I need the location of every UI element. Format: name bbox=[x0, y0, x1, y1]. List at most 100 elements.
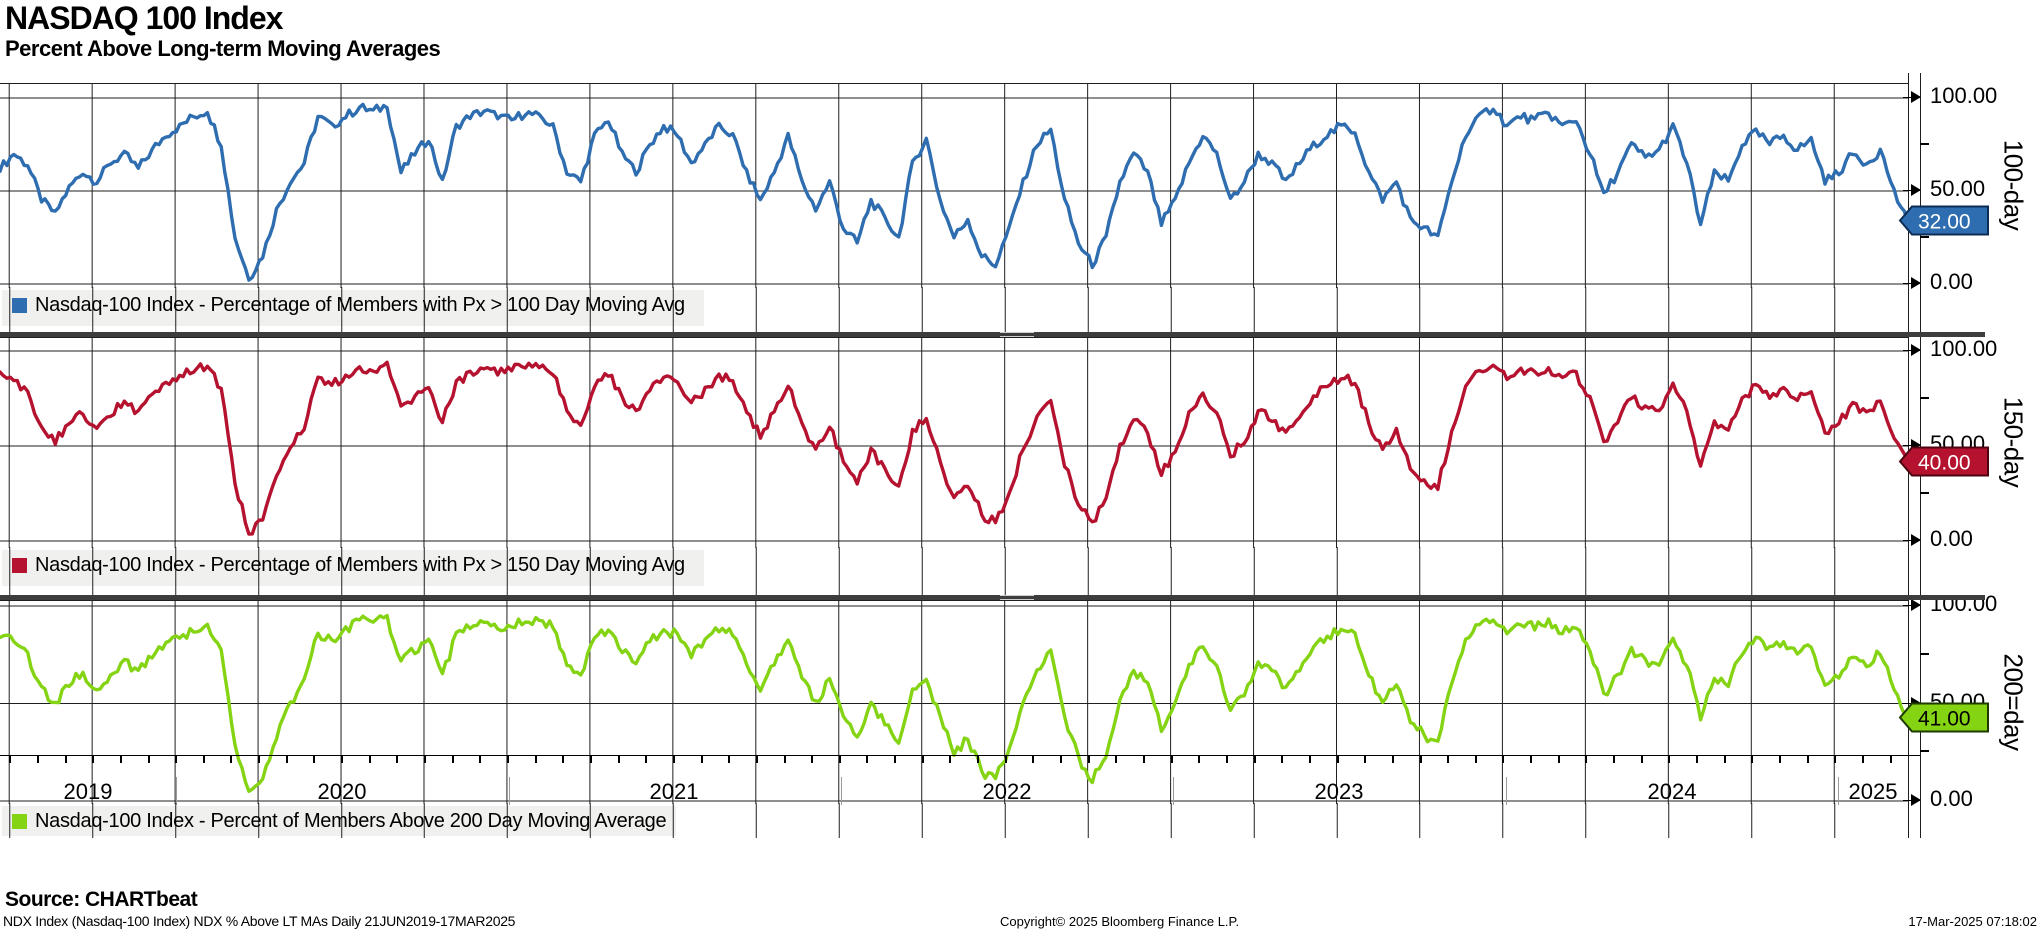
y-tick-arrow-icon bbox=[1911, 599, 1921, 611]
x-month-tick bbox=[506, 756, 509, 763]
x-month-tick bbox=[9, 756, 12, 763]
y-tick-arrow-icon bbox=[1911, 184, 1921, 196]
x-month-tick bbox=[285, 756, 288, 763]
x-month-tick bbox=[921, 756, 924, 763]
x-month-tick bbox=[1087, 756, 1090, 763]
y-minor-tick bbox=[1920, 652, 1929, 655]
x-month-tick bbox=[977, 756, 979, 763]
panel-side-label: 150-day bbox=[1998, 396, 2029, 488]
year-separator-line bbox=[841, 777, 842, 805]
x-month-tick bbox=[479, 756, 482, 763]
x-year-label: 2022 bbox=[982, 779, 1032, 804]
x-month-tick bbox=[1696, 756, 1698, 763]
x-month-tick bbox=[1391, 756, 1394, 763]
panel-side-label: 100-day bbox=[1998, 139, 2029, 231]
x-month-tick bbox=[755, 756, 758, 763]
x-month-tick bbox=[1751, 756, 1754, 763]
panel-divider bbox=[0, 595, 1985, 600]
legend-item[interactable]: Nasdaq-100 Index - Percent of Members Ab… bbox=[0, 803, 1908, 840]
x-month-tick bbox=[1198, 756, 1201, 763]
x-month-tick bbox=[1447, 756, 1450, 763]
x-month-tick bbox=[424, 756, 426, 763]
year-separator-line bbox=[1505, 777, 1507, 805]
y-minor-tick bbox=[1920, 491, 1929, 494]
x-month-tick bbox=[562, 756, 565, 763]
value-tag-text: 32.00 bbox=[1918, 211, 1971, 234]
timestamp-label: 17-Mar-2025 07:18:02 bbox=[1908, 914, 2037, 929]
x-month-tick bbox=[728, 756, 731, 763]
x-month-tick bbox=[1585, 756, 1588, 763]
legend-label: Nasdaq-100 Index - Percent of Members Ab… bbox=[35, 810, 667, 832]
x-month-tick bbox=[783, 756, 786, 763]
y-tick-label: 50.00 bbox=[1930, 176, 1986, 202]
x-month-tick bbox=[1723, 756, 1726, 763]
x-month-tick bbox=[119, 756, 122, 763]
x-month-tick bbox=[645, 756, 648, 763]
year-separator-line bbox=[508, 777, 510, 805]
x-month-tick bbox=[1889, 756, 1892, 763]
y-minor-tick bbox=[1920, 750, 1929, 753]
x-month-tick bbox=[36, 756, 39, 763]
y-tick-label: 100.00 bbox=[1930, 336, 1998, 362]
legend-item[interactable]: Nasdaq-100 Index - Percentage of Members… bbox=[0, 287, 1908, 324]
x-month-tick bbox=[368, 756, 371, 763]
legend-strip: Nasdaq-100 Index - Percentage of Members… bbox=[0, 287, 1908, 332]
y-minor-tick bbox=[1920, 396, 1929, 399]
x-month-tick bbox=[1419, 756, 1422, 763]
panel-divider-grip-handle[interactable] bbox=[1000, 332, 1034, 337]
x-month-tick bbox=[1474, 756, 1477, 763]
copyright-label: Copyright© 2025 Bloomberg Finance L.P. bbox=[1000, 914, 1240, 929]
x-month-tick bbox=[1613, 756, 1615, 763]
y-tick-label: 100.00 bbox=[1930, 83, 1998, 109]
x-month-tick bbox=[866, 756, 869, 763]
x-month-tick bbox=[1308, 756, 1311, 763]
x-month-tick bbox=[1004, 756, 1007, 763]
legend-item[interactable]: Nasdaq-100 Index - Percentage of Members… bbox=[0, 547, 1908, 584]
x-month-tick bbox=[396, 756, 399, 763]
source-label: Source: CHARTbeat bbox=[5, 888, 198, 911]
x-month-tick bbox=[1364, 756, 1367, 763]
page-subtitle: Percent Above Long-term Moving Averages bbox=[5, 36, 441, 61]
x-month-tick bbox=[1834, 756, 1837, 763]
x-month-tick bbox=[175, 756, 178, 763]
x-month-tick bbox=[64, 756, 67, 763]
x-month-tick bbox=[672, 756, 675, 763]
legend-strip: Nasdaq-100 Index - Percentage of Members… bbox=[0, 547, 1908, 595]
panel-2-plot bbox=[0, 337, 1908, 548]
legend-label: Nasdaq-100 Index - Percentage of Members… bbox=[35, 294, 685, 316]
y-tick-arrow-icon bbox=[1911, 344, 1921, 356]
panel-divider bbox=[0, 332, 1985, 337]
x-month-tick bbox=[1861, 756, 1864, 763]
x-month-tick bbox=[1115, 756, 1118, 763]
chart-area: 100.00 50.00 0.00 32.00 100-day Nasdaq-100 In… bbox=[0, 73, 2041, 840]
panel-divider-grip-handle[interactable] bbox=[1000, 595, 1034, 600]
x-axis-line bbox=[0, 755, 1920, 756]
value-tag-text: 40.00 bbox=[1918, 452, 1971, 475]
x-month-tick bbox=[838, 756, 841, 763]
y-tick-label: 0.00 bbox=[1930, 269, 1973, 295]
y-minor-tick bbox=[1920, 235, 1929, 238]
x-month-tick bbox=[1640, 756, 1643, 763]
x-month-tick bbox=[949, 756, 952, 763]
legend-swatch-icon bbox=[12, 558, 27, 573]
y-tick-arrow-icon bbox=[1911, 439, 1921, 451]
x-month-tick bbox=[811, 756, 814, 763]
x-month-tick bbox=[1142, 756, 1145, 763]
x-year-label: 2019 bbox=[63, 779, 113, 804]
series-line-150-day bbox=[0, 360, 1908, 536]
y-tick-label: 0.00 bbox=[1930, 526, 1973, 552]
x-month-tick bbox=[147, 756, 150, 763]
legend-swatch-icon bbox=[12, 298, 27, 313]
x-month-tick bbox=[1530, 756, 1533, 763]
x-year-label: 2021 bbox=[649, 779, 699, 804]
value-tag-shape bbox=[1898, 205, 1989, 236]
x-year-label: 2024 bbox=[1647, 779, 1697, 804]
x-month-tick bbox=[894, 756, 897, 763]
x-month-tick bbox=[589, 756, 592, 763]
x-month-tick bbox=[202, 756, 205, 763]
last-value-tag: 40.00 bbox=[1898, 446, 1990, 483]
security-info-label: NDX Index (Nasdaq-100 Index) NDX % Above… bbox=[3, 913, 516, 929]
year-separator-line bbox=[1838, 777, 1840, 805]
x-month-tick bbox=[1806, 756, 1809, 763]
x-month-tick bbox=[1170, 756, 1173, 763]
